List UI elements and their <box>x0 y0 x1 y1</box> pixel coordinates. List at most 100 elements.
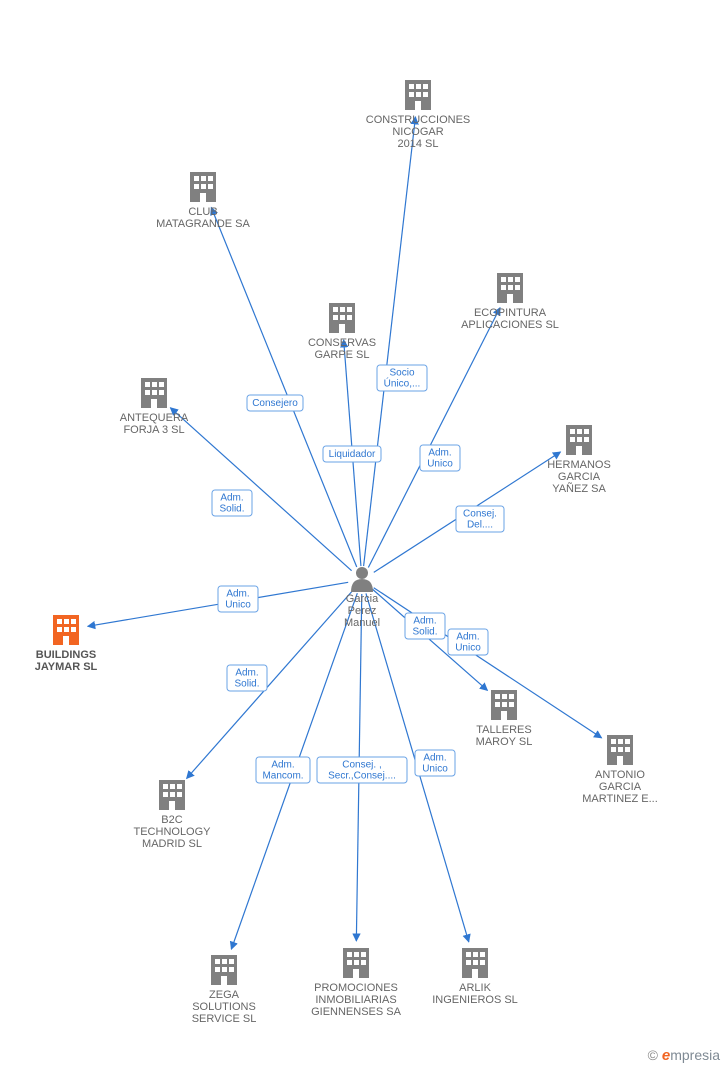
edge-b2c <box>187 590 353 778</box>
node-label: CONSTRUCCIONES <box>366 114 471 126</box>
edge-label-zega: Adm.Mancom. <box>256 757 310 783</box>
center-label: Manuel <box>344 617 380 629</box>
node-zega: ZEGASOLUTIONSSERVICE SL <box>192 955 257 1025</box>
building-icon <box>190 172 216 202</box>
node-label: B2C <box>161 814 182 826</box>
building-icon <box>491 690 517 720</box>
node-label: ARLIK <box>459 982 491 994</box>
building-icon <box>329 303 355 333</box>
svg-text:Único,...: Único,... <box>384 377 421 390</box>
node-label: SOLUTIONS <box>192 1001 256 1013</box>
svg-text:Liquidador: Liquidador <box>329 449 376 460</box>
svg-text:Unico: Unico <box>422 764 448 775</box>
svg-text:Adm.: Adm. <box>226 589 249 600</box>
edge-label-antequera: Adm.Solid. <box>212 490 252 516</box>
svg-text:Consej.: Consej. <box>463 509 497 520</box>
node-promociones: PROMOCIONESINMOBILIARIASGIENNENSES SA <box>311 948 402 1018</box>
edge-label-arlik: Adm.Unico <box>415 750 455 776</box>
node-antequera: ANTEQUERAFORJA 3 SL <box>120 378 189 436</box>
node-label: GARPE SL <box>314 349 369 361</box>
node-construcciones: CONSTRUCCIONESNICOGAR2014 SL <box>366 80 471 150</box>
node-label: 2014 SL <box>398 138 439 150</box>
svg-text:Solid.: Solid. <box>234 679 259 690</box>
center-label: Garcia <box>346 593 379 605</box>
svg-text:Solid.: Solid. <box>412 627 437 638</box>
svg-text:Adm.: Adm. <box>220 493 243 504</box>
node-ecopintura: ECOPINTURAAPLICACIONES SL <box>461 273 559 331</box>
node-b2c: B2CTECHNOLOGYMADRID SL <box>133 780 211 850</box>
edge-label-talleres: Adm.Solid. <box>405 613 445 639</box>
edge-label-club: Consejero <box>247 395 303 411</box>
node-label: SERVICE SL <box>192 1013 257 1025</box>
edge-label-buildings: Adm.Unico <box>218 586 258 612</box>
edge-label-antonio: Adm.Unico <box>448 629 488 655</box>
edge-label-conservas: Liquidador <box>323 446 381 462</box>
node-label: INGENIEROS SL <box>432 994 518 1006</box>
building-icon <box>462 948 488 978</box>
node-label: MAROY SL <box>476 736 533 748</box>
node-label: ANTONIO <box>595 769 645 781</box>
node-label: ZEGA <box>209 989 240 1001</box>
node-label: TECHNOLOGY <box>133 826 211 838</box>
node-label: MATAGRANDE SA <box>156 218 250 230</box>
svg-text:Adm.: Adm. <box>413 616 436 627</box>
svg-text:Adm.: Adm. <box>428 448 451 459</box>
edge-antequera <box>170 408 351 571</box>
svg-text:Del....: Del.... <box>467 520 493 531</box>
node-label: MADRID SL <box>142 838 202 850</box>
building-icon <box>211 955 237 985</box>
svg-text:Unico: Unico <box>455 643 481 654</box>
node-label: JAYMAR SL <box>35 661 98 673</box>
node-club: CLUBMATAGRANDE SA <box>156 172 250 230</box>
svg-text:Secr.,Consej....: Secr.,Consej.... <box>328 771 396 782</box>
svg-text:Solid.: Solid. <box>219 504 244 515</box>
node-label: APLICACIONES SL <box>461 319 559 331</box>
center-label: Perez <box>348 605 377 617</box>
svg-text:Mancom.: Mancom. <box>262 771 303 782</box>
network-diagram: SocioÚnico,...ConsejeroLiquidadorAdm.Uni… <box>0 0 728 1070</box>
svg-text:Unico: Unico <box>225 600 251 611</box>
node-label: BUILDINGS <box>36 649 97 661</box>
node-buildings: BUILDINGSJAYMAR SL <box>35 615 98 673</box>
svg-text:Unico: Unico <box>427 459 453 470</box>
edge-antonio <box>374 588 602 738</box>
node-label: NICOGAR <box>392 126 443 138</box>
building-icon <box>405 80 431 110</box>
svg-text:Consejero: Consejero <box>252 398 298 409</box>
node-label: FORJA 3 SL <box>123 424 184 436</box>
building-icon <box>566 425 592 455</box>
node-arlik: ARLIKINGENIEROS SL <box>432 948 518 1006</box>
edge-label-construcciones: SocioÚnico,... <box>377 365 427 391</box>
building-icon <box>497 273 523 303</box>
node-label: HERMANOS <box>547 459 611 471</box>
svg-text:Adm.: Adm. <box>271 760 294 771</box>
node-antonio: ANTONIOGARCIAMARTINEZ E... <box>582 735 658 805</box>
edge-label-ecopintura: Adm.Unico <box>420 445 460 471</box>
node-label: MARTINEZ E... <box>582 793 658 805</box>
building-icon <box>53 615 79 645</box>
edge-label-b2c: Adm.Solid. <box>227 665 267 691</box>
center-person: GarciaPerezManuel <box>344 567 380 629</box>
edge-label-hermanos: Consej.Del.... <box>456 506 504 532</box>
node-label: GIENNENSES SA <box>311 1006 402 1018</box>
building-icon <box>159 780 185 810</box>
node-label: GARCIA <box>599 781 642 793</box>
node-label: CLUB <box>188 206 217 218</box>
svg-text:Adm.: Adm. <box>235 668 258 679</box>
node-hermanos: HERMANOSGARCIAYAÑEZ SA <box>547 425 611 495</box>
building-icon <box>607 735 633 765</box>
node-label: TALLERES <box>476 724 531 736</box>
svg-text:Consej. ,: Consej. , <box>342 760 381 771</box>
node-talleres: TALLERESMAROY SL <box>476 690 533 748</box>
svg-text:Adm.: Adm. <box>423 753 446 764</box>
building-icon <box>141 378 167 408</box>
building-icon <box>343 948 369 978</box>
node-label: YAÑEZ SA <box>552 482 606 495</box>
svg-text:Socio: Socio <box>389 368 414 379</box>
node-label: ANTEQUERA <box>120 412 189 424</box>
node-label: GARCIA <box>558 471 601 483</box>
node-label: CONSERVAS <box>308 337 376 349</box>
node-label: PROMOCIONES <box>314 982 398 994</box>
node-conservas: CONSERVASGARPE SL <box>308 303 376 361</box>
footer-credit: © empresia <box>648 1047 721 1064</box>
